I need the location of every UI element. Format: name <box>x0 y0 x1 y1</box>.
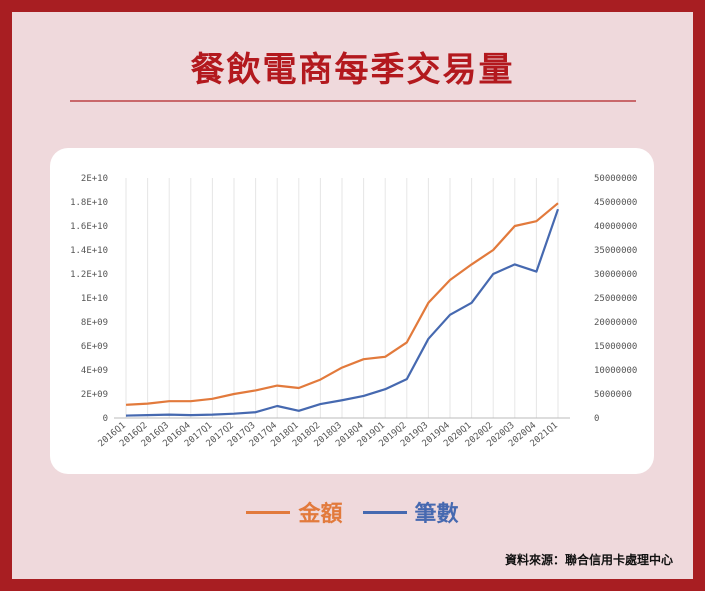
legend-label-count: 筆數 <box>414 502 459 527</box>
y-right-tick-label: 45000000 <box>594 198 637 208</box>
y-left-tick-label: 2E+10 <box>81 174 108 184</box>
y-left-tick-label: 2E+09 <box>81 390 108 400</box>
legend-item-count: 筆數 <box>362 496 459 528</box>
y-left-tick-label: 1.8E+10 <box>70 198 108 208</box>
y-left-tick-label: 8E+09 <box>81 318 108 328</box>
y-right-tick-label: 50000000 <box>594 174 637 184</box>
y-left-tick-label: 4E+09 <box>81 366 108 376</box>
chart-card: 0 2E+09 4E+09 6E+09 8E+09 1E+10 1.2E+10 1.4E+10… <box>50 148 654 474</box>
data-source-note: 資料來源：聯合信用卡處理中心 <box>504 553 673 567</box>
y-left-tick-label: 1.4E+10 <box>70 246 108 256</box>
y-right-tick-label: 40000000 <box>594 222 637 232</box>
dual-axis-line-chart: 0 2E+09 4E+09 6E+09 8E+09 1E+10 1.2E+10 1.4E+10… <box>70 174 637 449</box>
y-right-tick-label: 10000000 <box>594 366 637 376</box>
page-title: 餐飲電商每季交易量 <box>190 50 515 90</box>
y-left-tick-label: 1.6E+10 <box>70 222 108 232</box>
y-right-tick-label: 30000000 <box>594 270 637 280</box>
y-right-tick-label: 5000000 <box>594 390 632 400</box>
legend-swatch-amount <box>246 510 291 514</box>
legend-label-amount: 金額 <box>298 502 343 527</box>
title-divider <box>70 100 636 102</box>
y-right-tick-label: 25000000 <box>594 294 637 304</box>
y-right-tick-label: 35000000 <box>594 246 637 256</box>
y-left-tick-label: 1.2E+10 <box>70 270 108 280</box>
y-right-tick-label: 20000000 <box>594 318 637 328</box>
chart-legend: 金額 筆數 <box>12 496 693 528</box>
series-line-count <box>125 208 560 417</box>
legend-swatch-count <box>362 510 407 514</box>
y-right-tick-label: 15000000 <box>594 342 637 352</box>
series-line-amount <box>125 202 559 406</box>
y-left-tick-label: 0 <box>103 414 108 424</box>
y-left-tick-label: 1E+10 <box>81 294 108 304</box>
y-left-tick-label: 6E+09 <box>81 342 108 352</box>
y-right-tick-label: 0 <box>594 414 599 424</box>
legend-item-amount: 金額 <box>246 496 343 528</box>
